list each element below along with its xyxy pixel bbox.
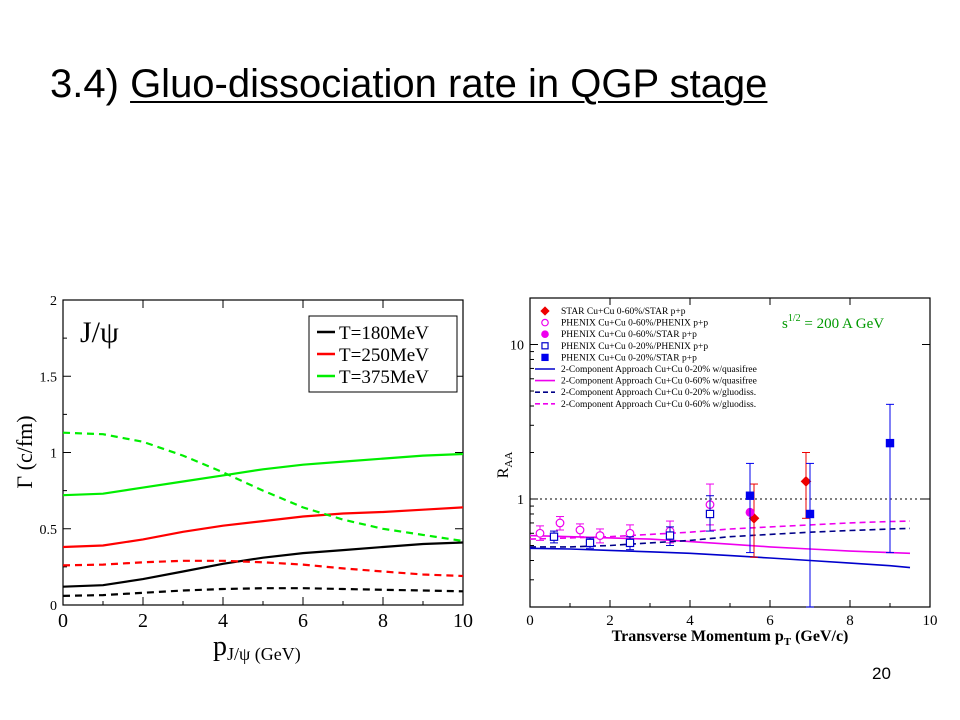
y-axis-label: Γ (c/fm) bbox=[12, 415, 37, 488]
legend-label: PHENIX Cu+Cu 0-20%/STAR p+p bbox=[561, 353, 697, 363]
data-point bbox=[575, 525, 585, 535]
legend-label: PHENIX Cu+Cu 0-20%/PHENIX p+p bbox=[561, 342, 708, 352]
series-line bbox=[62, 452, 464, 497]
x-tick-label: 4 bbox=[218, 610, 228, 632]
y-tick-label: 1 bbox=[50, 447, 57, 462]
y-axis-label: RAA bbox=[495, 452, 515, 479]
data-point bbox=[549, 532, 559, 541]
title-underlined: Gluo-dissociation rate in QGP stage bbox=[130, 62, 768, 106]
x-tick-label: 6 bbox=[298, 610, 308, 632]
data-point bbox=[665, 531, 675, 540]
legend-marker bbox=[541, 318, 549, 327]
y-tick-label: 0.5 bbox=[40, 523, 58, 538]
legend-label: 2-Component Approach Cu+Cu 0-60% w/quasi… bbox=[561, 376, 757, 387]
series-line-dashed bbox=[62, 431, 464, 543]
data-point bbox=[535, 528, 545, 538]
x-tick-label: 0 bbox=[58, 610, 68, 632]
data-point bbox=[585, 538, 595, 548]
legend-marker bbox=[541, 330, 549, 339]
y-tick-label: 2 bbox=[50, 294, 57, 309]
x-axis-label: pJ/ψ (GeV) bbox=[213, 631, 301, 665]
series-line-dashed bbox=[62, 587, 464, 597]
x-tick-label: 8 bbox=[846, 613, 854, 629]
legend-marker bbox=[540, 306, 550, 316]
legend-label: 2-Component Approach Cu+Cu 0-20% w/quasi… bbox=[561, 364, 757, 375]
x-tick-label: 2 bbox=[606, 613, 614, 629]
model-curve-dashed bbox=[530, 527, 911, 548]
data-point bbox=[885, 438, 895, 448]
y-tick-label: 1 bbox=[517, 493, 524, 508]
x-tick-label: 0 bbox=[526, 613, 534, 629]
legend-label: T=250MeV bbox=[339, 345, 429, 366]
series-line bbox=[62, 541, 464, 588]
data-point bbox=[625, 528, 635, 538]
legend-marker bbox=[541, 342, 549, 350]
data-point bbox=[805, 509, 815, 519]
data-point bbox=[705, 509, 715, 519]
data-point bbox=[595, 531, 605, 540]
energy-annotation: s1/2 = 200 A GeV bbox=[782, 313, 884, 332]
title-prefix: 3.4) bbox=[50, 62, 119, 106]
data-point bbox=[745, 491, 755, 500]
series-line bbox=[62, 506, 464, 549]
x-axis-label: Transverse Momentum pT (GeV/c) bbox=[612, 628, 849, 648]
slide-title: 3.4) Gluo-dissociation rate in QGP stage bbox=[50, 62, 767, 107]
x-tick-label: 6 bbox=[766, 613, 774, 629]
x-tick-label: 2 bbox=[138, 610, 148, 632]
model-curve bbox=[529, 547, 911, 569]
y-tick-label: 1.5 bbox=[40, 370, 58, 385]
data-point bbox=[800, 476, 812, 487]
legend-label: STAR Cu+Cu 0-60%/STAR p+p bbox=[561, 307, 686, 317]
y-tick-label: 0 bbox=[50, 599, 57, 614]
legend-label: PHENIX Cu+Cu 0-60%/STAR p+p bbox=[561, 330, 697, 340]
legend-label: T=375MeV bbox=[339, 367, 429, 388]
data-point bbox=[625, 538, 635, 548]
data-point bbox=[555, 518, 565, 528]
legend-label: 2-Component Approach Cu+Cu 0-20% w/gluod… bbox=[561, 388, 756, 398]
jpsi-annotation: J/ψ bbox=[80, 316, 119, 349]
legend-label: PHENIX Cu+Cu 0-60%/PHENIX p+p bbox=[561, 319, 708, 329]
x-tick-label: 4 bbox=[686, 613, 694, 629]
legend-marker bbox=[541, 353, 549, 362]
y-tick-label: 10 bbox=[510, 339, 524, 354]
legend-label: T=180MeV bbox=[339, 323, 429, 344]
model-curve-dashed bbox=[529, 520, 911, 540]
page-number: 20 bbox=[872, 664, 891, 683]
x-tick-label: 8 bbox=[378, 610, 388, 632]
series-line-dashed bbox=[62, 559, 464, 578]
x-tick-label: 10 bbox=[923, 613, 938, 629]
x-tick-label: 10 bbox=[453, 610, 473, 632]
legend-label: 2-Component Approach Cu+Cu 0-60% w/gluod… bbox=[561, 400, 756, 410]
